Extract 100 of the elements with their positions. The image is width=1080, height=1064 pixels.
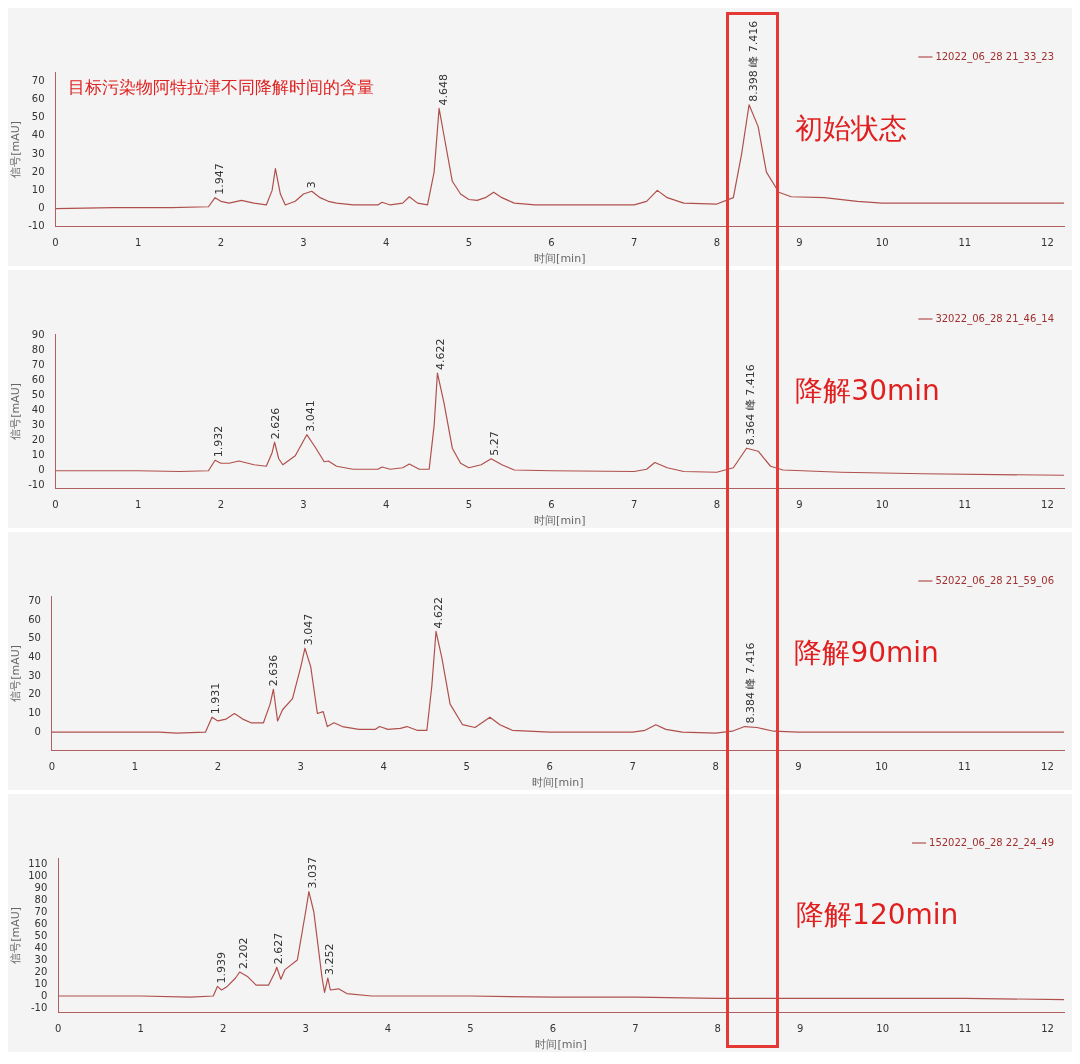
y-tick-label: 90 — [34, 881, 48, 893]
x-tick-label: 5 — [465, 237, 473, 249]
y-tick-label: 10 — [28, 707, 41, 719]
text: 降解30min — [795, 374, 940, 408]
annotation: 8.364 峰 7.416 — [743, 364, 757, 446]
annotation: 3.041 — [303, 400, 317, 432]
x-tick-label: 6 — [548, 499, 555, 511]
x-tick-label: 7 — [630, 237, 638, 249]
text: 初始状态 — [795, 112, 908, 146]
x-tick-label: 11 — [958, 1023, 972, 1035]
y-tick-label: 30 — [28, 669, 41, 681]
annotation: 4.648 — [436, 73, 450, 106]
x-axis-title: 时间[min] — [534, 514, 586, 528]
x-tick-label: 3 — [300, 237, 307, 249]
y-tick-label: 30 — [31, 147, 45, 159]
x-tick-label: 4 — [382, 237, 390, 249]
x-tick-label: 2 — [217, 237, 225, 249]
legend-label: 12022_06_28 21_33_23 — [935, 50, 1055, 63]
y-tick-label: 50 — [34, 929, 48, 941]
x-tick-label: 4 — [380, 761, 387, 773]
y-tick-label: 70 — [34, 905, 48, 917]
y-tick-label: 70 — [28, 595, 41, 607]
x-tick-label: 12 — [1041, 499, 1054, 511]
x-tick-label: 8 — [714, 1023, 721, 1035]
y-tick-label: 60 — [28, 613, 41, 625]
y-tick-label: 20 — [28, 688, 41, 700]
y-tick-label: 0 — [34, 725, 41, 737]
x-tick-label: 11 — [958, 237, 972, 249]
y-tick-label: 80 — [31, 344, 45, 356]
x-tick-label: 11 — [958, 499, 972, 511]
x-tick-label: 0 — [52, 499, 59, 511]
x-tick-label: 8 — [713, 499, 721, 511]
y-tick-label: 0 — [38, 202, 45, 214]
x-tick-label: 4 — [384, 1023, 392, 1035]
x-tick-label: 9 — [796, 499, 803, 511]
annotation: 5.27 — [488, 431, 502, 456]
x-tick-label: 11 — [958, 761, 971, 773]
x-tick-label: 7 — [629, 761, 636, 773]
y-tick-label: 50 — [31, 111, 45, 123]
y-tick-label: 100 — [28, 869, 48, 881]
x-axis-title: 时间[min] — [532, 776, 584, 790]
annotation: 3 — [304, 181, 318, 189]
annotation: 3.252 — [323, 943, 337, 975]
annotation: 3.037 — [305, 857, 319, 889]
y-tick-label: 40 — [31, 129, 45, 141]
annotation: 2.626 — [269, 407, 283, 440]
x-tick-label: 9 — [796, 237, 803, 249]
y-tick-label: 20 — [31, 434, 45, 446]
x-tick-label: 8 — [712, 761, 719, 773]
y-tick-label: 60 — [34, 917, 48, 929]
y-tick-label: 0 — [38, 464, 45, 476]
x-tick-label: 6 — [546, 761, 553, 773]
annotation: 1.939 — [214, 951, 228, 984]
annotation: 2.202 — [236, 937, 250, 969]
annotation: 8.398 峰 7.416 — [746, 20, 760, 102]
annotation: 3.047 — [301, 613, 315, 646]
x-tick-label: 4 — [382, 499, 390, 511]
y-tick-label: 10 — [34, 977, 48, 989]
y-axis-title: 信号[mAU] — [9, 120, 23, 178]
annotation: 1.947 — [213, 163, 227, 195]
x-tick-label: 5 — [467, 1023, 474, 1035]
y-tick-label: 50 — [28, 632, 41, 644]
y-tick-label: 50 — [31, 389, 45, 401]
y-tick-label: 60 — [31, 374, 45, 386]
x-tick-label: 1 — [135, 499, 142, 511]
legend-label: 32022_06_28 21_46_14 — [935, 312, 1055, 325]
text: 降解90min — [794, 636, 939, 670]
x-tick-label: 10 — [876, 1023, 890, 1035]
x-tick-label: 12 — [1041, 237, 1054, 249]
y-tick-label: 30 — [31, 419, 45, 431]
x-tick-label: 3 — [302, 1023, 309, 1035]
x-tick-label: 0 — [55, 1023, 62, 1035]
x-tick-label: 12 — [1041, 1023, 1054, 1035]
text: 降解120min — [796, 898, 959, 932]
legend-label: 152022_06_28 22_24_49 — [929, 836, 1055, 849]
x-axis-title: 时间[min] — [534, 252, 586, 266]
x-tick-label: 9 — [797, 1023, 804, 1035]
y-tick-label: 10 — [31, 449, 45, 461]
x-tick-label: 9 — [795, 761, 802, 773]
annotation: 2.627 — [271, 932, 285, 965]
annotation: 2.636 — [267, 654, 281, 687]
annotation: 4.622 — [434, 338, 448, 371]
x-tick-label: 0 — [48, 761, 56, 773]
x-tick-label: 3 — [297, 761, 304, 773]
x-tick-label: 5 — [465, 499, 473, 511]
x-tick-label: 10 — [875, 761, 888, 773]
annotation: 1.931 — [208, 682, 222, 715]
y-tick-label: 70 — [31, 359, 45, 371]
x-tick-label: 7 — [630, 499, 638, 511]
x-tick-label: 8 — [713, 237, 721, 249]
x-tick-label: 0 — [52, 237, 59, 249]
y-tick-label: -10 — [28, 220, 45, 232]
y-tick-label: 30 — [34, 953, 48, 965]
chart-title: 目标污染物阿特拉津不同降解时间的含量 — [67, 76, 374, 97]
x-tick-label: 5 — [463, 761, 470, 773]
x-tick-label: 2 — [214, 761, 222, 773]
y-axis-title: 信号[mAU] — [9, 644, 23, 702]
y-tick-label: 20 — [31, 165, 45, 177]
x-tick-label: 1 — [135, 237, 142, 249]
y-tick-label: 20 — [34, 965, 48, 977]
